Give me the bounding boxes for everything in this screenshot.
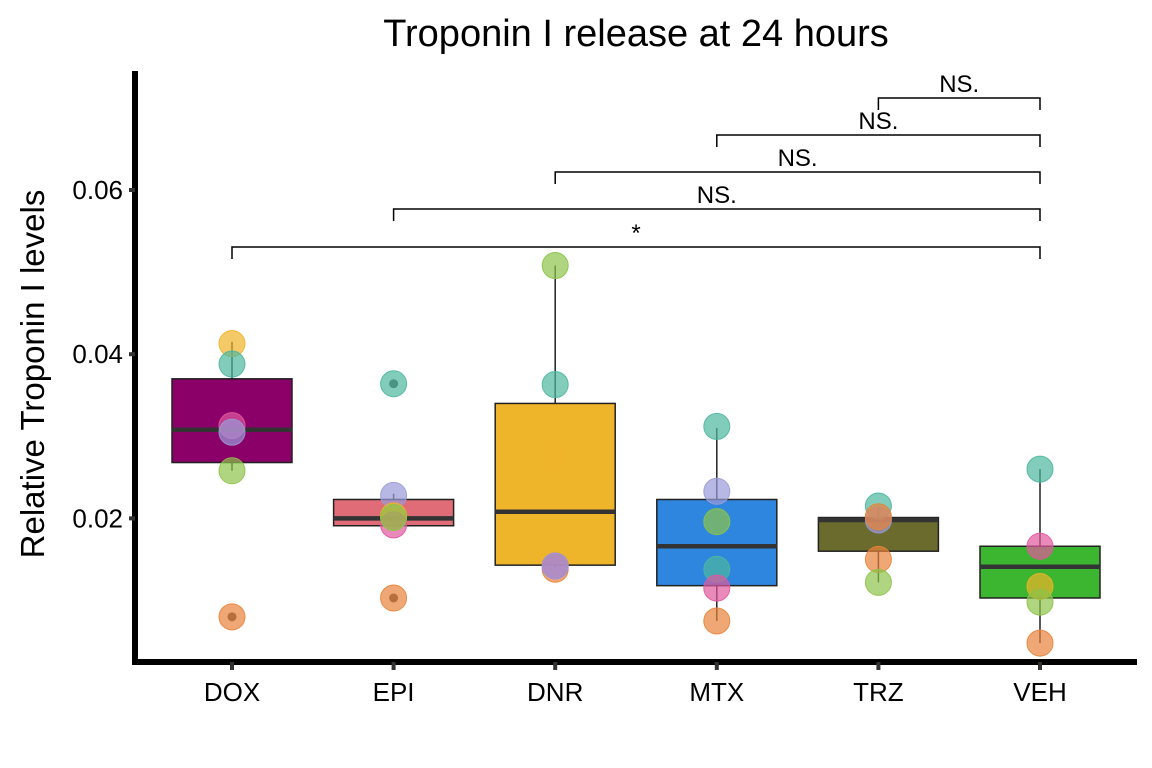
data-point-epi [380, 584, 408, 612]
x-tick-label: VEH [1013, 677, 1066, 707]
data-point-veh [1026, 532, 1054, 560]
data-point-veh [1026, 588, 1054, 616]
data-point-dnr [541, 252, 569, 280]
bracket-line [716, 134, 1041, 147]
data-point-epi [380, 504, 408, 532]
data-point-mtx [703, 477, 731, 505]
axes [132, 71, 1137, 665]
data-point-dnr [541, 371, 569, 399]
y-tick-label: 0.06 [72, 175, 123, 205]
bracket-label: NS. [697, 182, 737, 209]
bracket-label: NS. [939, 71, 979, 98]
data-point-dox [218, 350, 246, 378]
data-point-epi [380, 370, 408, 398]
chart-title: Troponin I release at 24 hours [383, 13, 889, 55]
data-point-dox [218, 418, 246, 446]
data-point-trz [864, 568, 892, 596]
bracket-line [554, 171, 1041, 184]
data-point-mtx [703, 412, 731, 440]
boxplots [171, 265, 1101, 644]
y-tick-label: 0.04 [72, 339, 123, 369]
data-points [218, 252, 1054, 657]
data-point-trz [864, 545, 892, 573]
y-tick-label: 0.02 [72, 503, 123, 533]
data-point-dox [218, 603, 246, 631]
x-tick-label: TRZ [853, 677, 904, 707]
y-ticks: 0.02 0.04 0.06 [72, 175, 135, 533]
bracket-label: * [631, 220, 640, 247]
bracket-label: NS. [858, 108, 898, 135]
bracket-line [877, 97, 1041, 110]
x-tick-label: MTX [689, 677, 744, 707]
bracket-line [231, 246, 1041, 259]
x-tick-label: EPI [373, 677, 415, 707]
y-axis-label: Relative Troponin I levels [14, 190, 51, 559]
data-point-dox [218, 457, 246, 485]
bracket-label: NS. [778, 145, 818, 172]
significance-brackets: * NS. NS. NS. NS. [231, 71, 1041, 259]
data-point-dnr [541, 443, 569, 471]
data-point-veh [1026, 455, 1054, 483]
bracket-line [392, 208, 1041, 221]
data-point-mtx [703, 508, 731, 536]
data-point-mtx [703, 607, 731, 635]
x-tick-label: DOX [204, 677, 260, 707]
x-ticks: DOX EPI DNR MTX TRZ VEH [204, 662, 1067, 707]
data-point-dnr [541, 552, 569, 580]
box-dnr [494, 265, 616, 570]
box-body [494, 402, 616, 566]
data-point-mtx [703, 574, 731, 602]
data-point-veh [1026, 629, 1054, 657]
data-point-trz [864, 503, 892, 531]
x-tick-label: DNR [527, 677, 583, 707]
